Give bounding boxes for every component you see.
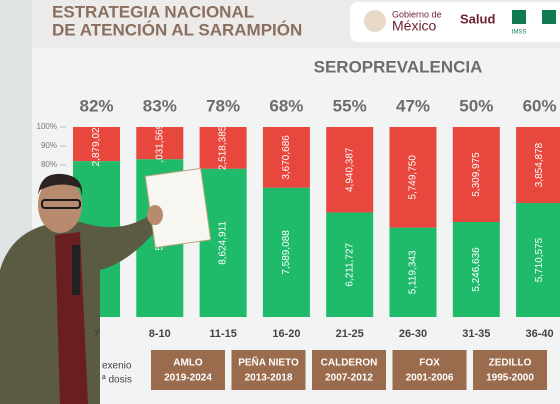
period-name: FOX bbox=[419, 358, 440, 369]
y-tick-label: 90% bbox=[41, 141, 57, 150]
x-tick-label: 11-15 bbox=[209, 328, 237, 340]
hair bbox=[38, 173, 83, 196]
bar bbox=[389, 227, 437, 317]
x-tick-label: 7 bbox=[93, 328, 99, 340]
period-years: 2007-2012 bbox=[325, 373, 373, 384]
logo-text: IMSS bbox=[512, 30, 527, 36]
value-label: 68% bbox=[269, 96, 303, 115]
x-tick-label: 26-30 bbox=[399, 328, 427, 340]
y-tick-label: 80% bbox=[41, 160, 57, 169]
count-label: 5,309,975 bbox=[471, 152, 482, 197]
row-label: ª dosis bbox=[102, 375, 132, 386]
x-tick-label: 16-20 bbox=[272, 328, 300, 340]
row-labels: 7 8-10 11-15 16-20 21-25 26-30 31-35 36-40 AMLO 2… bbox=[93, 328, 554, 390]
glasses bbox=[41, 199, 81, 209]
chart-title: SEROPREVALENCIA bbox=[314, 57, 483, 76]
period-name: CALDERON bbox=[321, 358, 378, 369]
x-tick-label: 21-25 bbox=[336, 328, 364, 340]
count-label: 3,854,878 bbox=[534, 142, 545, 187]
count-label: 8,624,911 bbox=[218, 221, 229, 265]
count-label: 5,710,575 bbox=[534, 237, 545, 282]
bar bbox=[262, 187, 310, 317]
logo-text: México bbox=[392, 18, 437, 34]
count-label: 5,119,343 bbox=[408, 250, 419, 294]
logo-icon bbox=[542, 10, 556, 24]
count-label: ,031,569 bbox=[154, 123, 165, 162]
title-line: ESTRATEGIA NACIONAL bbox=[52, 2, 254, 21]
period-years: 2019-2024 bbox=[164, 373, 212, 384]
y-tick-label: 100% bbox=[37, 122, 57, 131]
logo-text: Salud bbox=[460, 11, 495, 26]
period-years: 2001-2006 bbox=[406, 373, 454, 384]
chart: 80%90%100%82%2,879,02942783%,031,5695,37… bbox=[37, 96, 560, 317]
remainder-segment bbox=[73, 127, 120, 162]
logo-bar bbox=[350, 2, 560, 42]
remainder-segment bbox=[326, 127, 374, 213]
period-years: 2013-2018 bbox=[245, 373, 293, 384]
x-tick-label: 36-40 bbox=[526, 328, 554, 340]
remainder-segment bbox=[516, 127, 560, 203]
period-box bbox=[473, 350, 547, 390]
value-label: 55% bbox=[333, 96, 367, 115]
period-years: 1995-2000 bbox=[486, 373, 534, 384]
logo-text: Gobierno de bbox=[392, 9, 442, 19]
remainder-segment bbox=[136, 127, 184, 160]
count-label: 6,211,727 bbox=[344, 242, 355, 286]
period-box bbox=[151, 350, 225, 390]
period-box bbox=[392, 350, 467, 390]
microphone bbox=[72, 245, 80, 295]
count-label: 3,670,686 bbox=[281, 135, 292, 180]
presenter bbox=[0, 167, 212, 404]
remainder-segment bbox=[262, 127, 310, 188]
remainder-segment bbox=[389, 127, 437, 228]
bar bbox=[452, 222, 500, 317]
count-label: 7,589,088 bbox=[281, 230, 292, 275]
count-label: 2,879,029 bbox=[91, 121, 102, 166]
logo-icon bbox=[512, 10, 526, 24]
x-tick-label: 8-10 bbox=[149, 328, 171, 340]
hand bbox=[147, 205, 163, 225]
count-label: 5,749,750 bbox=[408, 155, 419, 200]
period-box bbox=[312, 350, 386, 390]
seal bbox=[364, 10, 386, 32]
remainder-segment bbox=[452, 127, 500, 222]
value-label: 78% bbox=[206, 96, 240, 115]
count-label: 5,246,636 bbox=[471, 247, 482, 292]
value-label: 60% bbox=[523, 96, 557, 115]
value-label: 47% bbox=[396, 96, 430, 115]
period-name: PEÑA NIETO bbox=[238, 356, 299, 369]
bar bbox=[199, 168, 247, 317]
value-label: 82% bbox=[79, 96, 113, 115]
title-line: DE ATENCIÓN AL SARAMPIÓN bbox=[52, 20, 302, 39]
period-name: AMLO bbox=[173, 358, 203, 369]
count-label: 4,940,387 bbox=[344, 147, 355, 192]
row-label: exenio bbox=[102, 361, 132, 372]
x-tick-label: 31-35 bbox=[462, 328, 490, 340]
period-box bbox=[231, 350, 306, 390]
head bbox=[38, 177, 82, 233]
value-label: 50% bbox=[459, 96, 493, 115]
count-label: 2,518,385 bbox=[218, 125, 229, 170]
period-name: ZEDILLO bbox=[489, 358, 532, 369]
remainder-segment bbox=[199, 127, 247, 169]
bar bbox=[516, 203, 560, 317]
bar bbox=[326, 212, 374, 317]
value-label: 83% bbox=[143, 96, 177, 115]
